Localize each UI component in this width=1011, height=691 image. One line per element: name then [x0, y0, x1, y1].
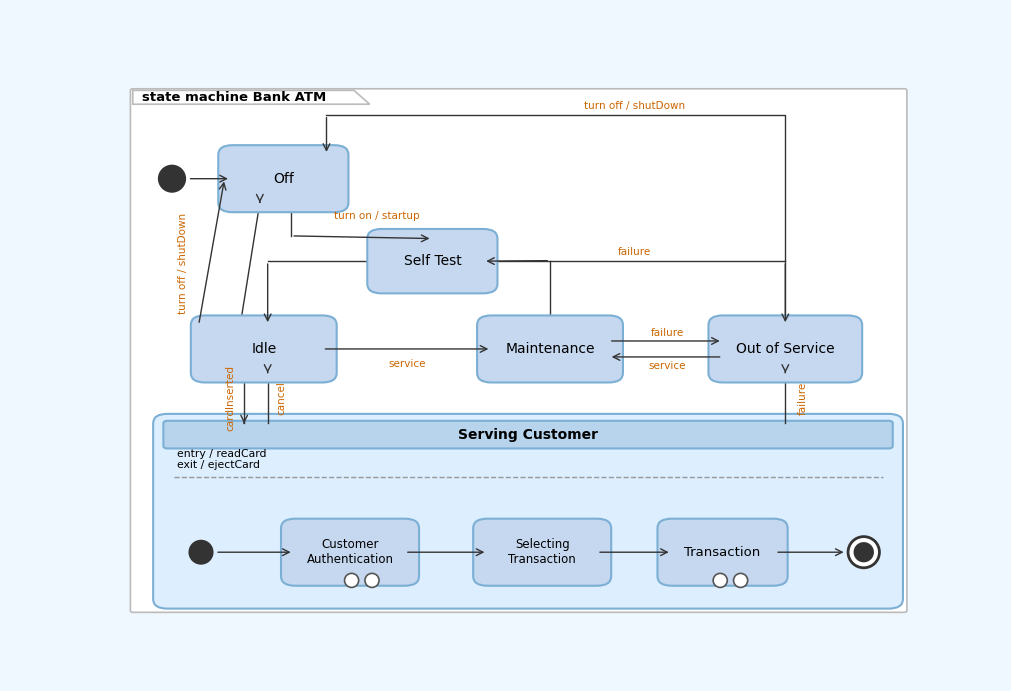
Text: Off: Off: [273, 171, 293, 186]
FancyBboxPatch shape: [191, 315, 337, 383]
FancyBboxPatch shape: [218, 145, 348, 212]
Polygon shape: [132, 91, 369, 104]
Text: Self Test: Self Test: [403, 254, 461, 268]
Text: Maintenance: Maintenance: [504, 342, 594, 356]
Text: Serving Customer: Serving Customer: [458, 428, 598, 442]
Ellipse shape: [852, 542, 874, 562]
Text: Out of Service: Out of Service: [735, 342, 834, 356]
Text: exit / ejectCard: exit / ejectCard: [177, 460, 260, 470]
Text: turn off / shutDown: turn off / shutDown: [583, 102, 684, 111]
Ellipse shape: [365, 574, 379, 587]
Ellipse shape: [158, 164, 186, 193]
Ellipse shape: [344, 574, 358, 587]
FancyBboxPatch shape: [367, 229, 497, 294]
Text: Transaction: Transaction: [683, 546, 760, 559]
FancyBboxPatch shape: [473, 519, 611, 586]
FancyBboxPatch shape: [130, 88, 906, 612]
FancyBboxPatch shape: [476, 315, 623, 383]
Text: failure: failure: [617, 247, 650, 256]
Text: state machine Bank ATM: state machine Bank ATM: [142, 91, 327, 104]
Text: turn on / startup: turn on / startup: [334, 211, 420, 221]
Text: cardInserted: cardInserted: [224, 365, 235, 431]
Text: Idle: Idle: [251, 342, 276, 356]
FancyBboxPatch shape: [281, 519, 419, 586]
Ellipse shape: [188, 540, 213, 565]
Text: service: service: [388, 359, 426, 369]
FancyBboxPatch shape: [657, 519, 787, 586]
FancyBboxPatch shape: [153, 414, 902, 609]
Text: service: service: [648, 361, 685, 371]
Text: failure: failure: [797, 381, 807, 415]
Ellipse shape: [713, 574, 727, 587]
Ellipse shape: [733, 574, 747, 587]
Text: Selecting
Transaction: Selecting Transaction: [508, 538, 575, 566]
Text: cancel: cancel: [277, 381, 286, 415]
Ellipse shape: [847, 537, 879, 568]
Text: failure: failure: [650, 328, 683, 338]
FancyBboxPatch shape: [708, 315, 861, 383]
Text: Customer
Authentication: Customer Authentication: [306, 538, 393, 566]
Text: entry / readCard: entry / readCard: [177, 449, 266, 460]
FancyBboxPatch shape: [163, 421, 892, 448]
Text: turn off / shutDown: turn off / shutDown: [178, 214, 188, 314]
